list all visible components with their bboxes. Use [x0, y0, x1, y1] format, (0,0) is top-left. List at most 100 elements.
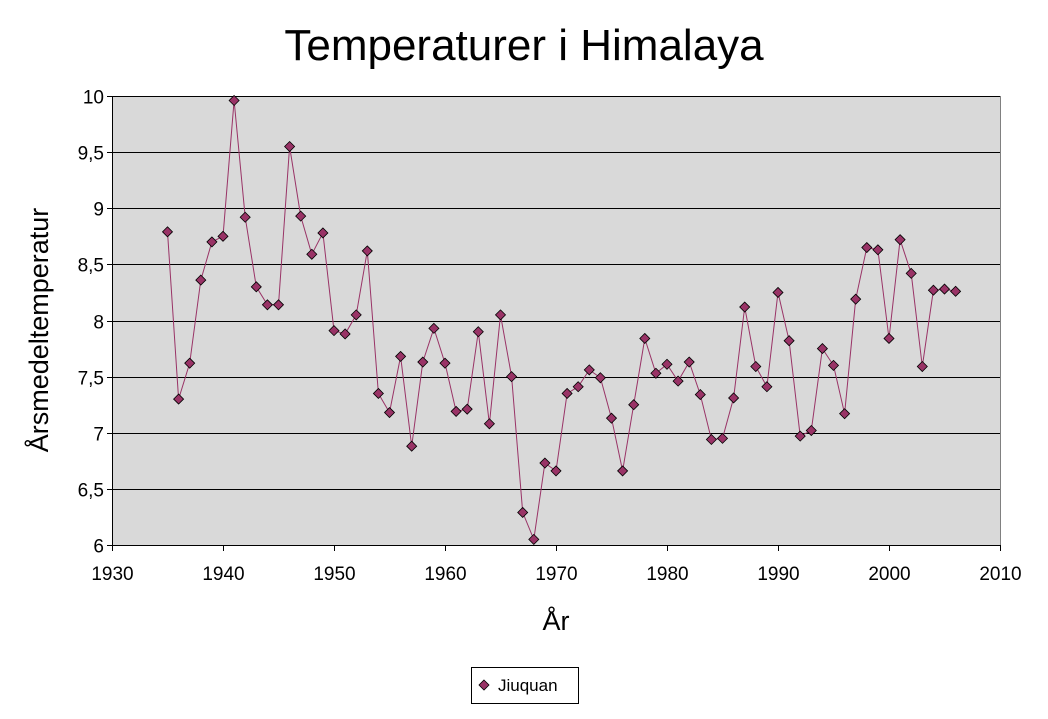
gridlines — [107, 96, 1001, 551]
data-point — [483, 418, 495, 430]
data-point — [572, 381, 584, 393]
data-point — [461, 403, 473, 415]
data-point — [716, 432, 729, 444]
y-tick-label: 9,5 — [78, 144, 104, 165]
data-point — [539, 457, 551, 469]
data-point — [639, 332, 651, 345]
data-point — [517, 506, 529, 519]
data-point — [295, 210, 307, 222]
data-point — [938, 283, 951, 295]
y-tick-labels: 6 6,5 7 7,5 8 8,5 9 9,5 10 — [78, 88, 104, 558]
data-point — [728, 392, 740, 404]
data-point — [894, 234, 906, 246]
data-point — [350, 309, 362, 321]
data-point — [272, 299, 285, 311]
data-point — [395, 350, 407, 362]
x-tick-label: 1960 — [424, 564, 466, 585]
data-point — [494, 309, 507, 321]
data-point — [261, 299, 273, 311]
x-tick-label: 1970 — [535, 564, 577, 585]
data-point — [195, 274, 207, 286]
x-tick-label: 1930 — [91, 564, 133, 585]
x-axis-label: År — [543, 605, 570, 636]
data-point — [284, 140, 296, 153]
x-tick-labels: 1930 1940 1950 1960 1970 1980 1990 2000 2010 — [91, 564, 1021, 585]
data-point — [617, 465, 629, 477]
legend-label: Jiuquan — [498, 676, 558, 695]
data-point — [594, 372, 606, 384]
data-point — [816, 342, 828, 355]
data-point — [406, 440, 418, 452]
data-point — [905, 267, 917, 279]
data-point — [417, 356, 429, 368]
y-tick-label: 9 — [93, 200, 104, 221]
data-point — [772, 286, 784, 299]
plot-area — [112, 96, 1000, 545]
y-tick-label: 7,5 — [78, 369, 104, 390]
x-tick-label: 1980 — [646, 564, 688, 585]
data-point — [883, 332, 895, 345]
data-point — [872, 244, 884, 256]
y-tick-label: 6 — [93, 537, 104, 558]
data-point — [861, 241, 873, 254]
legend: Jiuquan — [471, 667, 579, 704]
data-point — [339, 328, 351, 340]
data-point — [950, 285, 962, 297]
data-point — [184, 357, 196, 369]
data-point — [239, 211, 251, 223]
data-point — [705, 433, 717, 446]
data-point — [250, 281, 262, 293]
data-point — [694, 389, 706, 401]
data-point — [228, 94, 240, 107]
y-axis-label: Årsmedeltemperatur — [23, 208, 54, 453]
data-point — [850, 293, 862, 305]
x-tick-label: 2000 — [868, 564, 910, 585]
data-point — [583, 364, 595, 376]
data-point — [650, 367, 662, 379]
data-point — [372, 387, 384, 400]
data-point — [750, 360, 762, 373]
data-point — [805, 424, 817, 437]
y-tick-label: 7 — [93, 425, 104, 446]
data-point — [628, 399, 640, 411]
y-tick-label: 10 — [83, 88, 104, 109]
data-point — [217, 230, 229, 242]
x-tick-label: 2010 — [979, 564, 1021, 585]
y-tick-label: 8,5 — [78, 256, 104, 277]
chart-title: Temperaturer i Himalaya — [284, 21, 764, 70]
data-point — [739, 301, 751, 313]
legend-marker-icon — [478, 679, 490, 691]
data-point — [561, 387, 573, 400]
data-point — [528, 533, 540, 545]
data-point — [328, 325, 340, 337]
y-tick-label: 8 — [93, 313, 104, 334]
data-point — [161, 226, 174, 238]
data-point — [916, 360, 928, 373]
data-point — [783, 335, 795, 347]
data-point — [428, 322, 440, 334]
x-tick-label: 1950 — [313, 564, 355, 585]
data-point — [761, 381, 773, 393]
data-point — [683, 356, 695, 368]
data-point — [550, 465, 562, 477]
series-jiuquan — [161, 94, 962, 545]
data-point — [661, 358, 673, 370]
data-point — [506, 371, 518, 383]
data-point — [827, 359, 840, 371]
data-point — [839, 408, 851, 420]
x-tick-label: 1990 — [757, 564, 799, 585]
data-point — [317, 227, 329, 239]
data-point — [794, 430, 806, 442]
y-tick-label: 6,5 — [78, 481, 104, 502]
data-point — [605, 412, 618, 424]
data-point — [173, 393, 185, 405]
data-point — [450, 405, 462, 417]
data-point — [383, 406, 396, 419]
data-point — [206, 236, 218, 248]
data-point — [927, 284, 939, 296]
data-point — [472, 326, 484, 338]
data-point — [439, 357, 451, 369]
data-point — [361, 245, 373, 257]
x-tick-label: 1940 — [202, 564, 244, 585]
